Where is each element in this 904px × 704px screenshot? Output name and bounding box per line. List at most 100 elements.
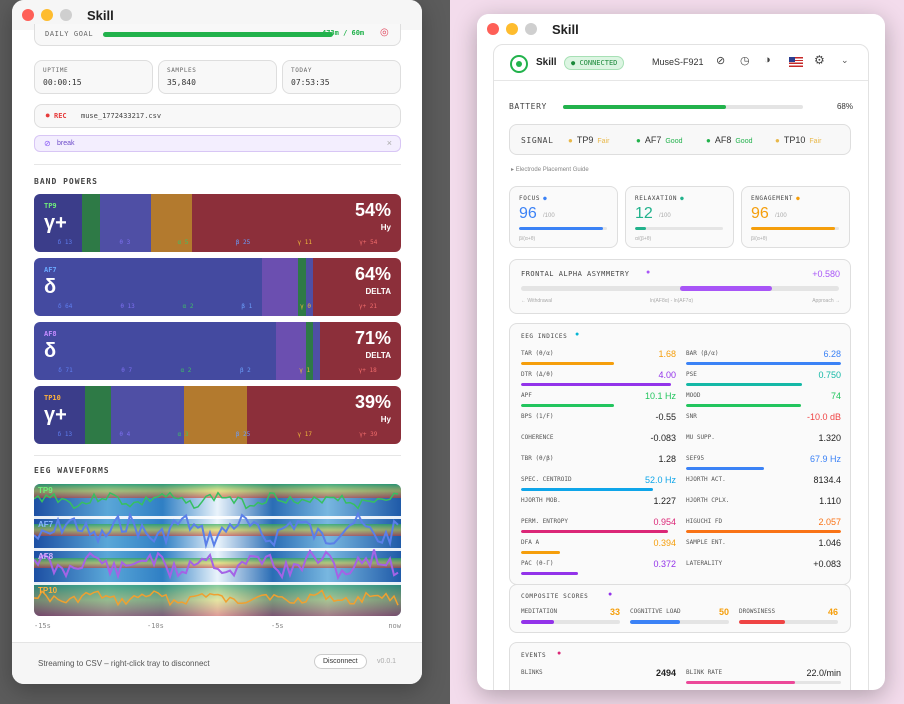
metric-value: 96 [751, 205, 769, 222]
disconnect-button[interactable]: Disconnect [314, 654, 367, 669]
wave-label-tp9: TP9 [38, 486, 53, 495]
band-segment [81, 194, 101, 252]
band-ticks: δ 13 θ 4 α 3 β 25 γ 17 γ+ 39 [34, 431, 401, 438]
band-tick: α 2 [182, 303, 194, 310]
signal-card: SIGNAL ● TP9 Fair ● AF7 Good ● AF8 Good ● TP10 Fair [509, 124, 851, 155]
band-tick: δ 64 [57, 303, 73, 310]
eeg-index: MOOD 74 [686, 391, 841, 412]
tag-label: break [57, 140, 75, 147]
band-tick: β 25 [235, 239, 251, 246]
minimize-window-button[interactable] [41, 9, 53, 21]
index-name: COHERENCE [521, 434, 554, 441]
electrode-guide-link[interactable]: ▸ Electrode Placement Guide [511, 167, 589, 173]
events-dot-icon: ● [557, 650, 562, 657]
stat-label: UPTIME [43, 67, 69, 74]
minimize-window-button[interactable] [506, 23, 518, 35]
metric-formula: β/(α+θ) [519, 236, 536, 242]
theme-toggle-icon[interactable]: ◑ [764, 54, 771, 66]
index-bar-fill [686, 362, 841, 365]
band-segment [34, 258, 262, 316]
index-bar-fill [521, 362, 614, 365]
eeg-index: COHERENCE -0.083 [521, 433, 676, 454]
index-name: MOOD [686, 392, 701, 399]
wave-label-af7: AF7 [38, 520, 54, 529]
record-dot-icon: ● [45, 110, 51, 120]
zoom-window-button[interactable] [525, 23, 537, 35]
faa-label: FRONTAL ALPHA ASYMMETRY [521, 270, 630, 278]
rec-file-name: muse_1772433217.csv [81, 112, 162, 120]
faa-card: FRONTAL ALPHA ASYMMETRY ● +0.580 ← Withd… [509, 259, 851, 314]
time-tick: -10s [147, 622, 164, 630]
metric-label: RELAXATION [635, 195, 678, 202]
band-tick: β 2 [239, 367, 251, 374]
band-tick: δ 71 [58, 367, 73, 374]
stat-value: 00:00:15 [43, 78, 82, 87]
us-flag-icon[interactable] [789, 57, 803, 67]
signal-dot-icon: ● [568, 136, 573, 145]
wave-label-tp10: TP10 [38, 586, 58, 595]
signal-quality: Good [665, 138, 683, 145]
index-bar [686, 467, 841, 470]
signal-dot-icon: ● [706, 136, 711, 145]
tag-icon[interactable]: ⊘ [716, 55, 726, 67]
index-value: 52.0 Hz [644, 475, 676, 485]
chevron-down-icon[interactable]: ⌄ [841, 55, 849, 65]
eeg-index: MU SUPP. 1.320 [686, 433, 841, 454]
band-tick: γ+ 54 [359, 239, 378, 246]
signal-channel-name: TP9 [576, 135, 594, 145]
index-value: 2.057 [818, 517, 841, 527]
index-name: SAMPLE ENT. [686, 539, 726, 546]
index-name: HJORTH MOB. [521, 497, 561, 504]
band-channel-name: TP10 [44, 394, 61, 402]
index-value: 1.320 [818, 433, 841, 443]
composite-value: 50 [718, 607, 729, 617]
title-bar[interactable]: Skill [477, 14, 885, 44]
composite-score: MEDITATION 33 [521, 607, 620, 628]
metric-label: FOCUS [519, 195, 541, 202]
composite-title: COMPOSITE SCORES [521, 593, 589, 600]
close-window-button[interactable] [22, 9, 34, 21]
dominant-band-percent: 71% [354, 328, 391, 348]
metric-label-wrap: FOCUS ● [519, 195, 547, 202]
dominant-band-symbol: γ+ [44, 212, 67, 234]
index-value: 1.68 [658, 349, 676, 359]
band-tick: α 5 [177, 239, 189, 246]
signal-quality: Fair [597, 138, 610, 145]
device-name: MuseS-F921 [652, 57, 704, 67]
band-segment [34, 194, 82, 252]
settings-gear-icon[interactable]: ⚙ [814, 53, 825, 67]
composite-name: DROWSINESS [739, 608, 776, 615]
metric-card: ENGAGEMENT ● 96/100 β/(α+θ) [741, 186, 850, 248]
metric-value: 96 [519, 205, 537, 222]
status-footer: Streaming to CSV – right-click tray to d… [12, 642, 422, 684]
eeg-waveforms-title: EEG WAVEFORMS [34, 466, 110, 475]
history-icon[interactable]: ◷ [740, 55, 750, 67]
event-value: 22.0/min [806, 668, 841, 678]
index-value: -0.083 [650, 433, 676, 443]
eeg-index: HIGUCHI FD 2.057 [686, 517, 841, 538]
band-tick: θ 4 [119, 431, 131, 438]
composite-bar [739, 620, 838, 624]
eeg-index: SNR -10.0 dB [686, 412, 841, 433]
index-bar-fill [686, 383, 803, 386]
label-tag-chip[interactable]: ⊘ break × [34, 135, 401, 152]
zoom-window-button[interactable] [60, 9, 72, 21]
index-value: 1.110 [819, 496, 841, 506]
stat-value: 35,840 [167, 78, 196, 87]
composite-bar-fill [739, 620, 785, 624]
index-value: 74 [830, 391, 841, 401]
metric-bar [751, 227, 839, 230]
remove-tag-icon[interactable]: × [386, 138, 392, 148]
index-bar [686, 362, 841, 365]
close-window-button[interactable] [487, 23, 499, 35]
signal-quality: Fair [809, 138, 822, 145]
index-name: TAR (θ/α) [521, 350, 554, 357]
index-bar-fill [521, 572, 579, 575]
stat-card: TODAY 07:53:35 [282, 60, 401, 94]
metric-bar [519, 227, 607, 230]
event-value: 2494 [655, 668, 676, 678]
eeg-index: PSE 0.750 [686, 370, 841, 391]
index-bar-fill [521, 488, 653, 491]
composite-score: DROWSINESS 46 [739, 607, 838, 628]
band-tick: γ 11 [297, 239, 312, 246]
